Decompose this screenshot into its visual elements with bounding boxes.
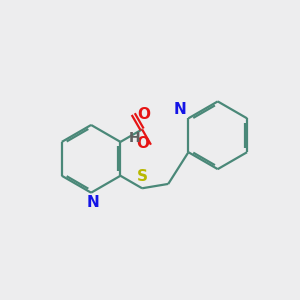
Text: O: O (136, 136, 149, 151)
Text: S: S (136, 169, 148, 184)
Text: O: O (137, 106, 150, 122)
Text: H: H (129, 131, 141, 145)
Text: N: N (173, 102, 186, 117)
Text: N: N (86, 195, 99, 210)
